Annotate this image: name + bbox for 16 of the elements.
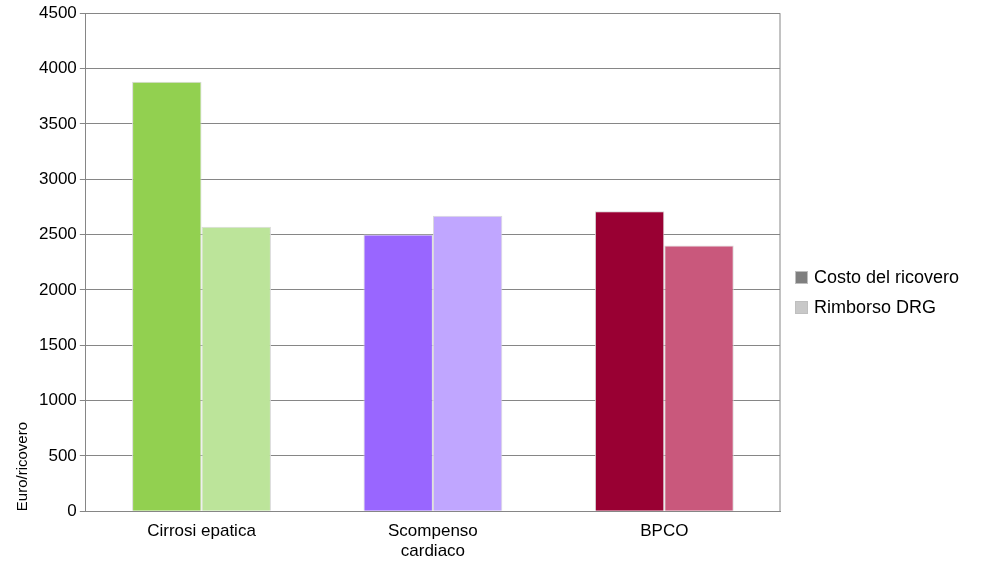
y-tick-label: 4000: [38, 58, 77, 78]
y-axis-title: Euro/ricovero: [13, 422, 31, 512]
y-tick-label: 2500: [38, 224, 77, 244]
y-tick-label: 4500: [38, 2, 77, 22]
x-tick-label: Scompenso cardiaco: [388, 521, 478, 561]
y-tick-label: 0: [67, 500, 77, 520]
x-tick-label: BPCO: [640, 521, 689, 541]
y-tick-label: 1000: [38, 390, 77, 410]
y-tick-label: 3000: [38, 168, 77, 188]
y-tick-label: 500: [48, 445, 77, 465]
y-tick-label: 2000: [38, 279, 77, 299]
y-tick-label: 1500: [38, 334, 77, 354]
y-tick-label: 3500: [38, 113, 77, 133]
text: Costo del ricovero: [814, 266, 960, 288]
text: Rimborso DRG: [814, 296, 937, 318]
x-tick-label: Cirrosi epatica: [147, 521, 257, 541]
